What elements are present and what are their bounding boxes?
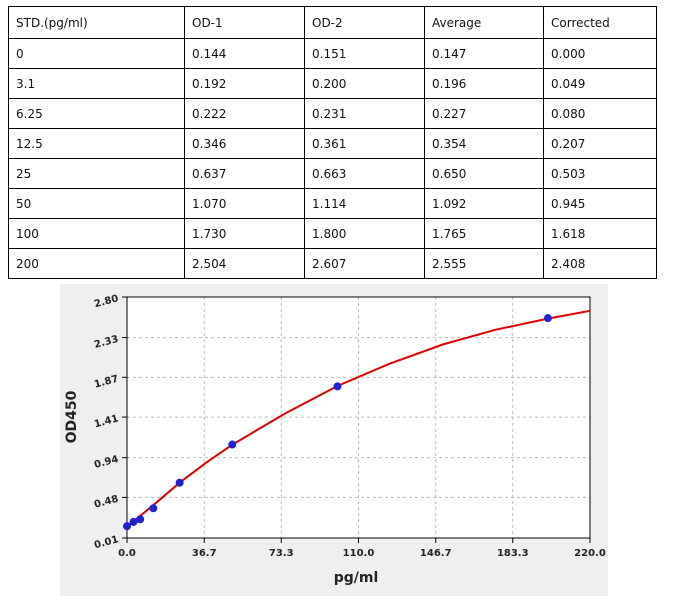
table-row: 12.5 0.346 0.361 0.354 0.207 xyxy=(8,128,657,159)
table-cell: 0 xyxy=(8,38,185,69)
data-table: STD.(pg/ml) OD-1 OD-2 Average Corrected 0 0.14… xyxy=(8,6,657,279)
data-point xyxy=(333,382,342,391)
data-point xyxy=(123,522,131,531)
table-cell: 0.227 xyxy=(424,98,544,129)
fit-curve xyxy=(126,309,591,528)
table-cell: 12.5 xyxy=(8,128,185,159)
table-row: STD.(pg/ml) OD-1 OD-2 Average Corrected xyxy=(8,6,657,39)
table-cell: OD-1 xyxy=(184,6,305,39)
table-cell: 0.080 xyxy=(543,98,657,129)
table-row: 50 1.070 1.114 1.092 0.945 xyxy=(8,188,657,219)
table-cell: 0.192 xyxy=(184,68,305,99)
table-cell: 25 xyxy=(8,158,185,189)
table-cell: 1.765 xyxy=(424,218,544,249)
table-cell: 1.800 xyxy=(304,218,425,249)
table-cell: 2.504 xyxy=(184,248,305,279)
x-tick-label: 73.3 xyxy=(269,548,294,559)
plot-frame xyxy=(126,296,591,539)
table-cell: Average xyxy=(424,6,544,39)
table-row: 25 0.637 0.663 0.650 0.503 xyxy=(8,158,657,189)
x-tick-label: 110.0 xyxy=(343,548,375,559)
table-cell: 50 xyxy=(8,188,185,219)
data-point xyxy=(543,314,552,323)
table-row: 3.1 0.192 0.200 0.196 0.049 xyxy=(8,68,657,99)
x-tick-label: 146.7 xyxy=(420,548,452,559)
table-cell: 100 xyxy=(8,218,185,249)
data-point xyxy=(129,517,138,526)
x-axis-title: pg/ml xyxy=(334,570,379,586)
table-row: 100 1.730 1.800 1.765 1.618 xyxy=(8,218,657,249)
data-point xyxy=(228,440,237,449)
x-tick-label: 220.0 xyxy=(574,548,606,559)
x-tick-label: 0.0 xyxy=(118,548,136,559)
table-cell: 0.361 xyxy=(304,128,425,159)
table-cell: 1.114 xyxy=(304,188,425,219)
table-cell: 2.408 xyxy=(543,248,657,279)
chart: pg/ml OD450 0.010.480.941.411.872.332.80… xyxy=(60,284,608,596)
table-cell: 0.346 xyxy=(184,128,305,159)
table-cell: Corrected xyxy=(543,6,657,39)
table-cell: 0.503 xyxy=(543,158,657,189)
data-point xyxy=(149,504,158,513)
table-cell: 1.070 xyxy=(184,188,305,219)
table-cell: 0.945 xyxy=(543,188,657,219)
x-tick-label: 36.7 xyxy=(192,548,217,559)
data-point xyxy=(175,478,184,487)
table-cell: 1.618 xyxy=(543,218,657,249)
table-cell: 3.1 xyxy=(8,68,185,99)
table-cell: 6.25 xyxy=(8,98,185,129)
table-cell: 0.650 xyxy=(424,158,544,189)
table-cell: 0.637 xyxy=(184,158,305,189)
x-tick-label: 183.3 xyxy=(497,548,529,559)
table-cell: 2.555 xyxy=(424,248,544,279)
table-cell: OD-2 xyxy=(304,6,425,39)
table-cell: 2.607 xyxy=(304,248,425,279)
y-axis-title: OD450 xyxy=(64,390,80,443)
table-cell: STD.(pg/ml) xyxy=(8,6,185,39)
table-row: 0 0.144 0.151 0.147 0.000 xyxy=(8,38,657,69)
table-cell: 0.000 xyxy=(543,38,657,69)
table-cell: 0.200 xyxy=(304,68,425,99)
table-cell: 0.222 xyxy=(184,98,305,129)
table-cell: 1.092 xyxy=(424,188,544,219)
table-cell: 0.207 xyxy=(543,128,657,159)
table-cell: 0.147 xyxy=(424,38,544,69)
table-cell: 0.144 xyxy=(184,38,305,69)
table-cell: 0.151 xyxy=(304,38,425,69)
data-point xyxy=(136,515,145,524)
table-row: 6.25 0.222 0.231 0.227 0.080 xyxy=(8,98,657,129)
table-cell: 0.049 xyxy=(543,68,657,99)
table-cell: 1.730 xyxy=(184,218,305,249)
table-cell: 0.354 xyxy=(424,128,544,159)
table-cell: 0.663 xyxy=(304,158,425,189)
table-cell: 0.196 xyxy=(424,68,544,99)
table-cell: 200 xyxy=(8,248,185,279)
table-cell: 0.231 xyxy=(304,98,425,129)
table-row: 200 2.504 2.607 2.555 2.408 xyxy=(8,248,657,279)
